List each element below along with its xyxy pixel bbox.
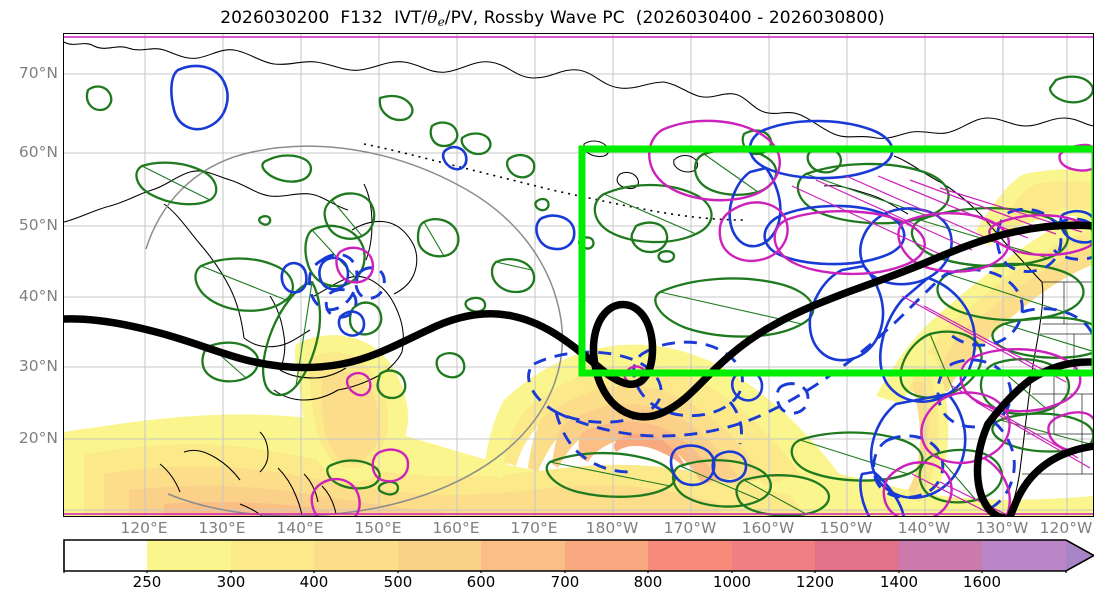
pv-dynamic-tropopause-contour	[64, 221, 1093, 516]
colorbar-segments	[64, 540, 1094, 571]
cbtick-label-800: 800	[633, 573, 663, 591]
cbtick-label-1000: 1000	[712, 573, 752, 591]
ytick-label-20N: 20°N	[18, 429, 58, 447]
colorbar-canvas	[63, 539, 1094, 573]
xtick-label-170W: 170°W	[663, 519, 717, 537]
title-fields-pre: IVT/	[394, 8, 428, 28]
title-forecast-hour: F132	[340, 8, 384, 28]
cb-seg-0	[64, 540, 147, 571]
xtick-label-130W: 130°W	[975, 519, 1029, 537]
xtick-label-170E: 170°E	[510, 519, 558, 537]
ivt-band-cp-300	[504, 365, 800, 486]
title-init: 2026030200	[220, 8, 330, 28]
ytick-label-40N: 40°N	[18, 287, 58, 305]
cb-seg-5	[481, 540, 565, 571]
cbtick-label-600: 600	[466, 573, 496, 591]
xtick-label-120W: 120°W	[1039, 519, 1093, 537]
ivt-band-ca-400	[908, 382, 929, 494]
xtick-label-150E: 150°E	[354, 519, 402, 537]
cbtick-label-400: 400	[299, 573, 329, 591]
figure-title: 2026030200 F132 IVT/θe/PV, Rossby Wave P…	[0, 8, 1105, 29]
cb-seg-6	[565, 540, 648, 571]
title-theta-subscript: e	[437, 15, 445, 29]
colorbar-ticks	[63, 571, 1067, 573]
cb-seg-7	[648, 540, 732, 571]
title-theta: θ	[427, 8, 438, 28]
cbtick-label-1600: 1600	[962, 573, 1002, 591]
cb-seg-extend-max	[1066, 540, 1094, 571]
ivt-band-cp-400	[528, 385, 764, 486]
title-valid-range: (2026030400 - 2026030800)	[635, 8, 885, 28]
cbtick-label-1400: 1400	[879, 573, 919, 591]
theta-e-blue-contours	[170, 64, 1093, 516]
xtick-label-160W: 160°W	[741, 519, 795, 537]
cb-seg-10	[899, 540, 982, 571]
ytick-label-70N: 70°N	[18, 64, 58, 82]
xtick-label-180W: 180°W	[585, 519, 639, 537]
cb-seg-2	[231, 540, 314, 571]
cbtick-label-1200: 1200	[795, 573, 835, 591]
ivt-band-right-300	[996, 181, 1093, 236]
ytick-label-30N: 30°N	[18, 357, 58, 375]
xtick-label-140E: 140°E	[276, 519, 324, 537]
cbtick-label-700: 700	[550, 573, 580, 591]
cb-seg-9	[815, 540, 899, 571]
xtick-label-120E: 120°E	[120, 519, 168, 537]
cbtick-label-500: 500	[383, 573, 413, 591]
cbtick-label-300: 300	[216, 573, 246, 591]
cb-seg-4	[398, 540, 481, 571]
cb-seg-11	[982, 540, 1066, 571]
coastlines-layer	[64, 41, 1093, 516]
ivt-band-ne-400	[932, 248, 1093, 392]
cb-seg-8	[732, 540, 815, 571]
xtick-label-140W: 140°W	[897, 519, 951, 537]
ivt-core-800	[613, 433, 686, 468]
rossby-wave-packet-box[interactable]	[578, 145, 1094, 377]
ytick-label-50N: 50°N	[18, 216, 58, 234]
ytick-label-60N: 60°N	[18, 143, 58, 161]
ivt-colorbar[interactable]	[63, 539, 1094, 573]
cb-seg-3	[314, 540, 398, 571]
xtick-label-150W: 150°W	[819, 519, 873, 537]
xtick-label-130E: 130°E	[198, 519, 246, 537]
colorbar-outline	[63, 539, 1094, 572]
xtick-label-160E: 160°E	[432, 519, 480, 537]
cbtick-label-250: 250	[132, 573, 162, 591]
map-canvas	[64, 34, 1094, 516]
cb-seg-1	[147, 540, 231, 571]
map-panel[interactable]	[63, 33, 1094, 517]
title-fields-post: /PV, Rossby Wave PC	[444, 8, 625, 28]
